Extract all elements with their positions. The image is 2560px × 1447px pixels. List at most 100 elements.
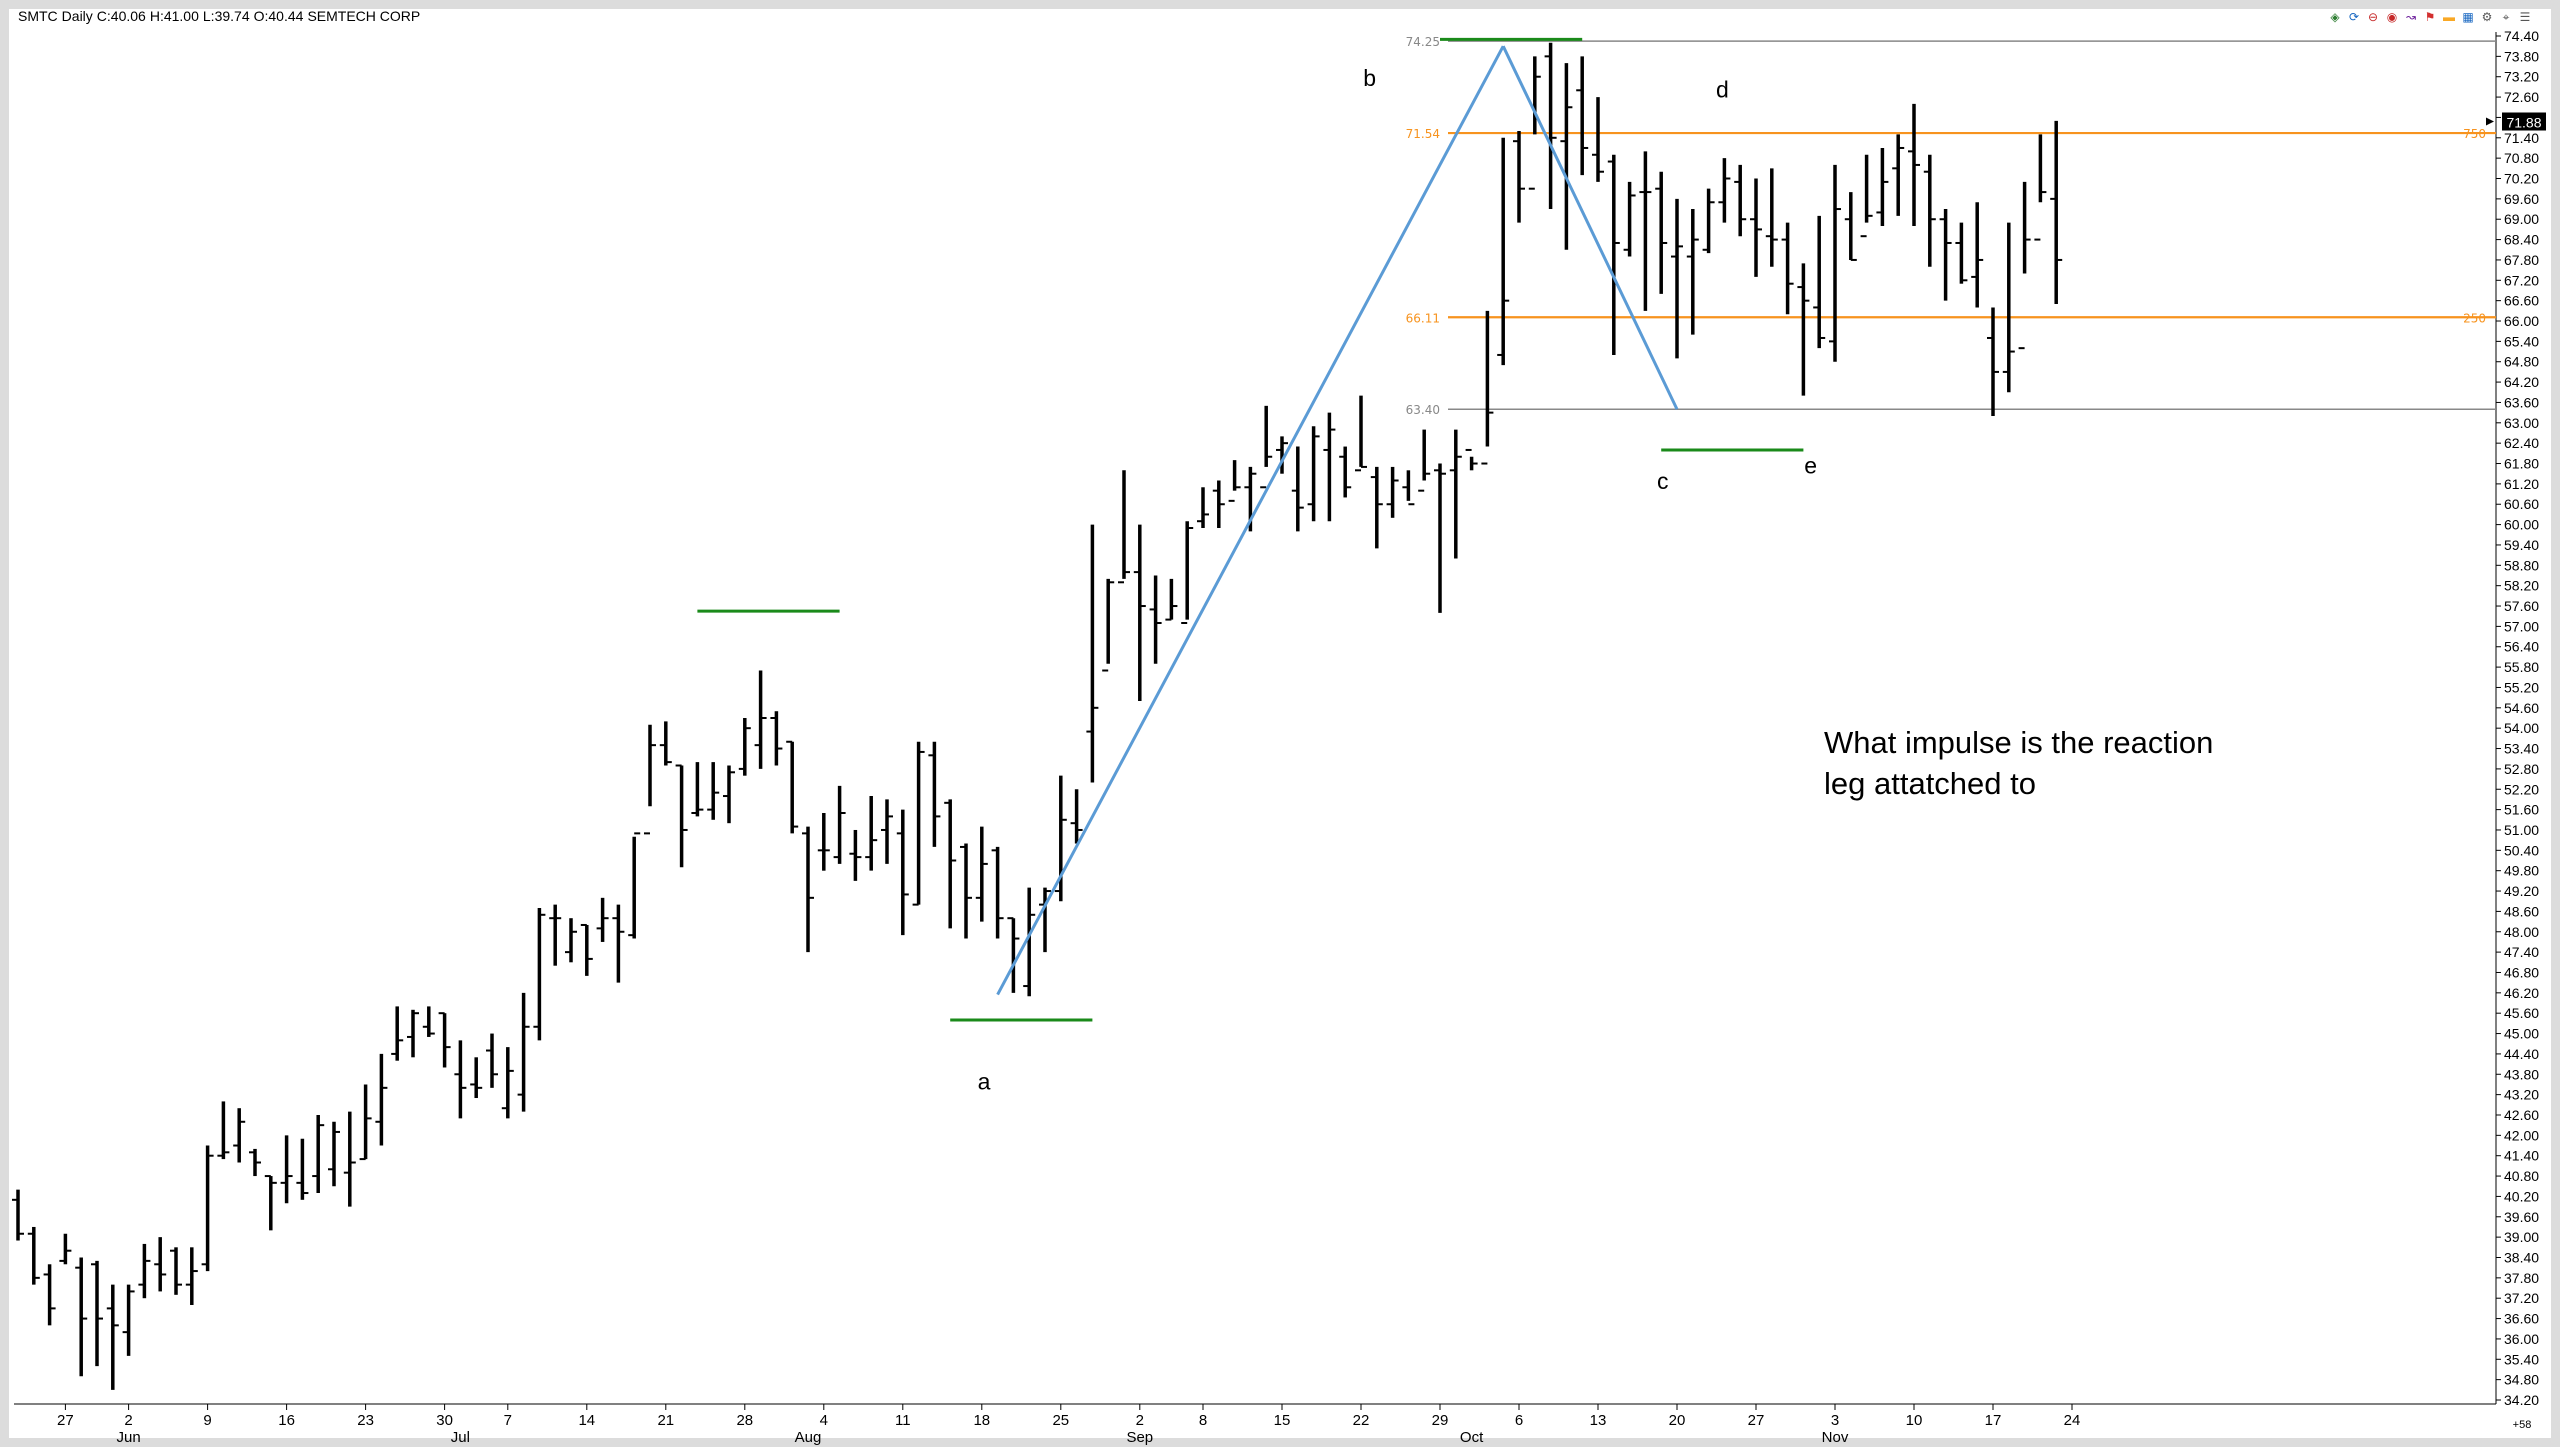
x-tick-label: 23 bbox=[357, 1412, 374, 1429]
y-tick-label: 61.20 bbox=[2504, 476, 2539, 492]
x-tick-label: 28 bbox=[736, 1412, 753, 1429]
more-icon[interactable]: ☰ bbox=[2519, 10, 2531, 24]
y-tick-label: 60.00 bbox=[2504, 517, 2539, 533]
chart-type-icon[interactable]: ◈ bbox=[2330, 10, 2340, 24]
y-tick-label: 74.40 bbox=[2504, 28, 2539, 44]
x-tick-label: 7 bbox=[504, 1412, 512, 1429]
month-label: Oct bbox=[1460, 1429, 1484, 1446]
x-tick-label: 20 bbox=[1669, 1412, 1686, 1429]
y-tick-label: 61.80 bbox=[2504, 456, 2539, 472]
y-tick-label: 51.60 bbox=[2504, 802, 2539, 818]
corner-label: +58 bbox=[2513, 1419, 2532, 1431]
symbol-label: SMTC bbox=[18, 8, 58, 24]
high-value: H:41.00 bbox=[149, 8, 199, 24]
y-tick-label: 55.20 bbox=[2504, 679, 2539, 695]
chart-header: SMTC Daily C:40.06 H:41.00 L:39.74 O:40.44 SEM… bbox=[18, 8, 424, 24]
y-tick-label: 53.40 bbox=[2504, 741, 2539, 757]
y-tick-label: 64.20 bbox=[2504, 374, 2539, 390]
x-tick-label: 13 bbox=[1590, 1412, 1607, 1429]
x-tick-label: 27 bbox=[57, 1412, 74, 1429]
wave-label-b: b bbox=[1363, 65, 1376, 91]
y-tick-label: 36.60 bbox=[2504, 1311, 2539, 1327]
last-price-value: 71.88 bbox=[2506, 115, 2541, 131]
y-tick-label: 72.60 bbox=[2504, 89, 2539, 105]
y-tick-label: 45.60 bbox=[2504, 1005, 2539, 1021]
y-tick-label: 49.20 bbox=[2504, 883, 2539, 899]
month-label: Aug bbox=[795, 1429, 822, 1446]
y-tick-label: 70.20 bbox=[2504, 171, 2539, 187]
y-tick-label: 59.40 bbox=[2504, 537, 2539, 553]
x-tick-label: 4 bbox=[820, 1412, 828, 1429]
y-tick-label: 56.40 bbox=[2504, 639, 2539, 655]
y-tick-label: 39.60 bbox=[2504, 1209, 2539, 1225]
company-name: SEMTECH CORP bbox=[307, 8, 421, 24]
stop-icon[interactable]: ◉ bbox=[2386, 10, 2398, 24]
y-tick-label: 63.00 bbox=[2504, 415, 2539, 431]
grid-icon[interactable]: ▦ bbox=[2462, 10, 2474, 24]
flag-icon[interactable]: ⚑ bbox=[2424, 10, 2436, 24]
y-tick-label: 49.80 bbox=[2504, 863, 2539, 879]
y-tick-label: 63.60 bbox=[2504, 394, 2539, 410]
x-tick-label: 2 bbox=[124, 1412, 132, 1429]
y-tick-label: 60.60 bbox=[2504, 496, 2539, 512]
y-tick-label: 54.60 bbox=[2504, 700, 2539, 716]
wave-label-c: c bbox=[1657, 468, 1669, 494]
y-tick-label: 51.00 bbox=[2504, 822, 2539, 838]
y-tick-label: 36.00 bbox=[2504, 1331, 2539, 1347]
draw-icon[interactable]: ↝ bbox=[2405, 10, 2417, 24]
y-tick-label: 47.40 bbox=[2504, 944, 2539, 960]
x-tick-label: 24 bbox=[2064, 1412, 2081, 1429]
x-tick-label: 6 bbox=[1515, 1412, 1523, 1429]
x-tick-label: 14 bbox=[578, 1412, 595, 1429]
x-tick-label: 22 bbox=[1353, 1412, 1370, 1429]
settings-icon[interactable]: ⚙ bbox=[2481, 10, 2493, 24]
x-tick-label: 11 bbox=[895, 1412, 911, 1429]
x-tick-label: 27 bbox=[1748, 1412, 1765, 1429]
zigzag-line bbox=[996, 45, 1505, 996]
x-tick-label: 10 bbox=[1906, 1412, 1923, 1429]
y-tick-label: 50.40 bbox=[2504, 842, 2539, 858]
x-tick-label: 3 bbox=[1831, 1412, 1839, 1429]
remove-icon[interactable]: ⊖ bbox=[2367, 10, 2379, 24]
y-tick-label: 73.80 bbox=[2504, 48, 2539, 64]
y-tick-label: 40.80 bbox=[2504, 1168, 2539, 1184]
x-tick-label: 8 bbox=[1199, 1412, 1207, 1429]
y-tick-label: 52.80 bbox=[2504, 761, 2539, 777]
last-price-arrow-icon bbox=[2486, 117, 2494, 126]
chart-toolbar: ◈ ⟳ ⊖ ◉ ↝ ⚑ ▬ ▦ ⚙ ⌖ ☰ bbox=[2328, 10, 2532, 24]
y-tick-label: 43.20 bbox=[2504, 1087, 2539, 1103]
cycle-icon[interactable]: ⟳ bbox=[2348, 10, 2360, 24]
highlight-icon[interactable]: ▬ bbox=[2443, 10, 2455, 24]
y-tick-label: 45.00 bbox=[2504, 1026, 2539, 1042]
pin-icon[interactable]: ⌖ bbox=[2502, 10, 2510, 24]
fib-line-lower-label: 66.11 bbox=[1406, 311, 1440, 325]
y-tick-label: 38.40 bbox=[2504, 1249, 2539, 1265]
y-tick-label: 67.20 bbox=[2504, 272, 2539, 288]
y-tick-label: 52.20 bbox=[2504, 781, 2539, 797]
level-line-bottom-label: 63.40 bbox=[1406, 403, 1440, 417]
wave-label-d: d bbox=[1716, 76, 1729, 102]
wave-label-e: e bbox=[1804, 453, 1817, 479]
y-tick-label: 57.00 bbox=[2504, 618, 2539, 634]
y-tick-label: 37.80 bbox=[2504, 1270, 2539, 1286]
y-tick-label: 46.20 bbox=[2504, 985, 2539, 1001]
last-price-tag bbox=[2502, 112, 2546, 131]
y-tick-label: 69.60 bbox=[2504, 191, 2539, 207]
x-tick-label: 2 bbox=[1136, 1412, 1144, 1429]
month-label: Sep bbox=[1126, 1429, 1153, 1446]
month-label: Nov bbox=[1822, 1429, 1849, 1446]
close-value: C:40.06 bbox=[96, 8, 146, 24]
y-tick-label: 48.60 bbox=[2504, 903, 2539, 919]
y-tick-label: 34.80 bbox=[2504, 1372, 2539, 1388]
annotation-text: What impulse is the reaction leg attatch… bbox=[1824, 722, 2213, 804]
y-tick-label: 57.60 bbox=[2504, 598, 2539, 614]
x-tick-label: 25 bbox=[1052, 1412, 1069, 1429]
y-tick-label: 54.00 bbox=[2504, 720, 2539, 736]
x-tick-label: 15 bbox=[1274, 1412, 1291, 1429]
y-tick-label: 48.00 bbox=[2504, 924, 2539, 940]
y-tick-label: 41.40 bbox=[2504, 1148, 2539, 1164]
y-tick-label: 58.80 bbox=[2504, 557, 2539, 573]
x-tick-label: 16 bbox=[278, 1412, 295, 1429]
